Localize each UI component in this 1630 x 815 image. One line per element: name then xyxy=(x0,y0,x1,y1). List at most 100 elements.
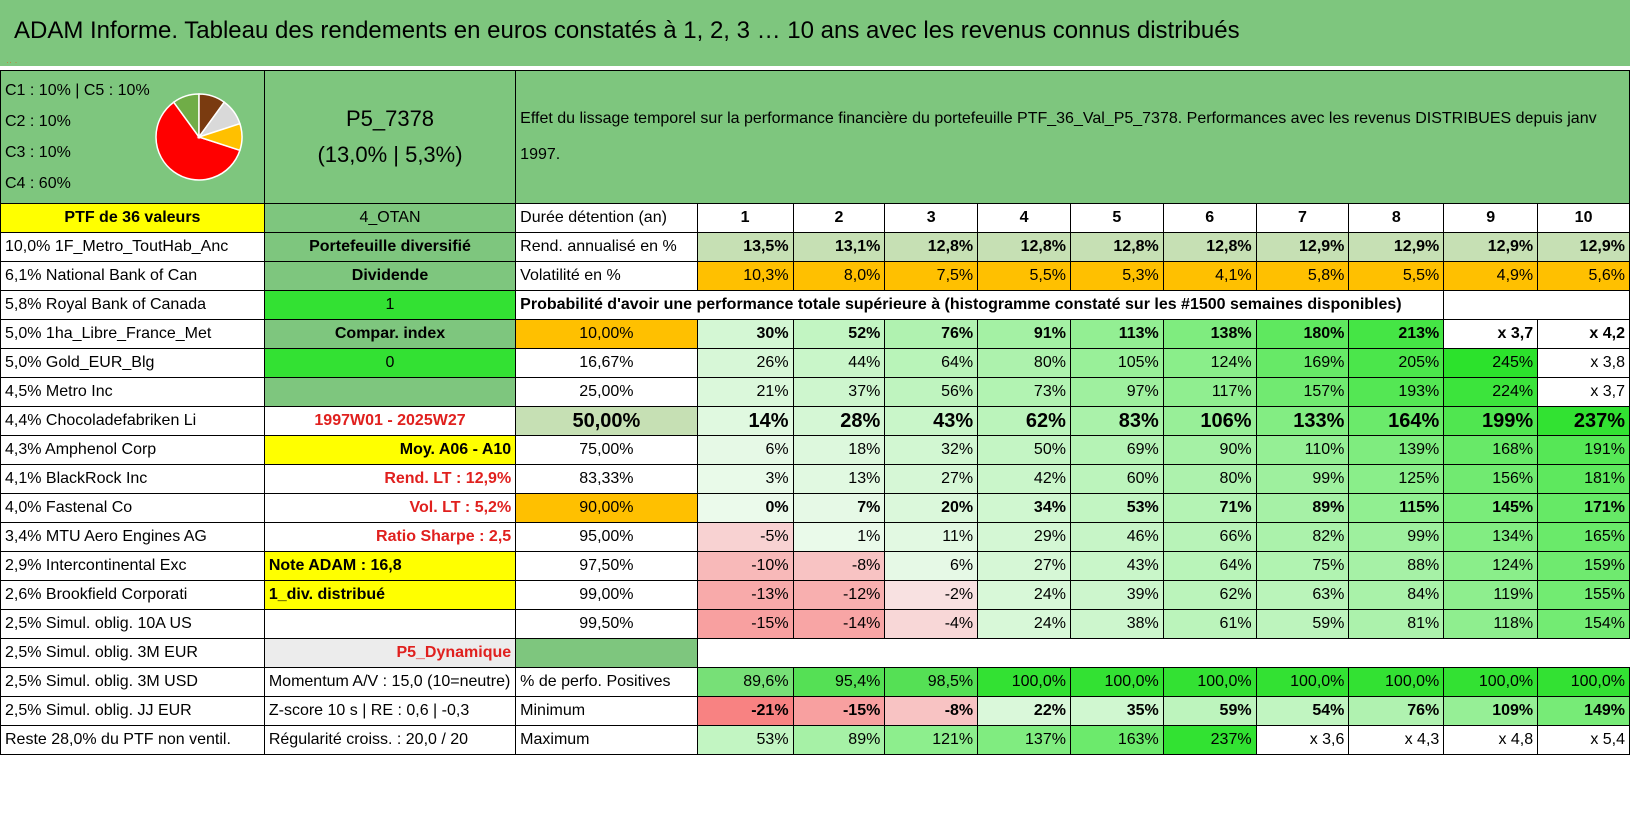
probability-value: 199% xyxy=(1443,406,1539,436)
minimum-value: 59% xyxy=(1162,696,1257,726)
info-zscore: Z-score 10 s | RE : 0,6 | -0,3 xyxy=(263,696,517,726)
info-moy: Moy. A06 - A10 xyxy=(263,435,517,465)
holding-name: 5,8% Royal Bank of Canada xyxy=(0,290,265,320)
prob-title-row: 5,8% Royal Bank of Canada 1 Probabilité d'… xyxy=(0,290,1630,320)
maximum-value: x 5,4 xyxy=(1537,725,1630,755)
probability-value: 191% xyxy=(1537,435,1630,465)
probability-value: -10% xyxy=(696,551,794,581)
holding-name: 4,0% Fastenal Co xyxy=(0,493,265,523)
positives-value: 100,0% xyxy=(1537,667,1630,697)
probability-value: 89% xyxy=(1255,493,1350,523)
rend-value: 12,8% xyxy=(977,232,1071,262)
empty-area xyxy=(697,639,1629,668)
probability-value: 52% xyxy=(792,319,886,349)
holding-name: 2,6% Brookfield Corporati xyxy=(0,580,265,610)
probability-value: 154% xyxy=(1537,609,1630,639)
info-compar: Compar. index xyxy=(263,319,517,349)
holding-name: 10,0% 1F_Metro_ToutHab_Anc xyxy=(0,232,265,262)
holding-name: 4,4% Chocoladefabriken Li xyxy=(0,406,265,436)
maximum-value: 137% xyxy=(977,725,1071,755)
probability-value: 97% xyxy=(1069,377,1164,407)
prob-row: 4,1% BlackRock Inc Rend. LT : 12,9% 83,33%… xyxy=(0,464,1630,494)
probability-value: 124% xyxy=(1443,551,1539,581)
probability-value: 125% xyxy=(1348,464,1445,494)
portfolio-name: P5_7378 xyxy=(345,106,435,131)
probability-threshold: 99,00% xyxy=(515,580,698,610)
info-dynamic: P5_Dynamique xyxy=(263,638,517,668)
probability-value: 83% xyxy=(1069,406,1164,436)
probability-value: 133% xyxy=(1255,406,1350,436)
vol-value: 8,0% xyxy=(792,261,886,291)
decorative-dots: ·· · xyxy=(6,57,18,67)
probability-value: 27% xyxy=(884,464,979,494)
probability-value: 69% xyxy=(1069,435,1164,465)
holding-name: 4,1% BlackRock Inc xyxy=(0,464,265,494)
holding-name: 3,4% MTU Aero Engines AG xyxy=(0,522,265,552)
prob-row: 2,5% Simul. oblig. 10A US 99,50% -15% -14% -… xyxy=(0,609,1630,639)
info-sharpe: Ratio Sharpe : 2,5 xyxy=(263,522,517,552)
probability-threshold: 97,50% xyxy=(515,551,698,581)
info-empty2 xyxy=(263,609,517,639)
probability-value: 63% xyxy=(1255,580,1350,610)
maximum-value: 121% xyxy=(884,725,979,755)
probability-value: 18% xyxy=(792,435,886,465)
probability-value: 99% xyxy=(1348,522,1445,552)
probability-value: 27% xyxy=(977,551,1071,581)
positives-value: 100,0% xyxy=(1443,667,1539,697)
probability-value: 62% xyxy=(977,406,1071,436)
description-text: Effet du lissage temporel sur la perform… xyxy=(520,110,1597,163)
probability-value: 115% xyxy=(1348,493,1445,523)
positives-value: 100,0% xyxy=(1348,667,1445,697)
probability-value: 32% xyxy=(884,435,979,465)
probability-value: 1% xyxy=(792,522,886,552)
probability-threshold: 16,67% xyxy=(515,348,698,378)
holding-name: 2,9% Intercontinental Exc xyxy=(0,551,265,581)
probability-value: 71% xyxy=(1162,493,1257,523)
vol-value: 7,5% xyxy=(884,261,979,291)
probability-value: -2% xyxy=(884,580,979,610)
rend-value: 12,9% xyxy=(1255,232,1350,262)
year-header: 6 xyxy=(1162,203,1257,233)
legend-line: C4 : 60% xyxy=(5,175,71,192)
probability-value: 6% xyxy=(696,435,794,465)
year-header: 4 xyxy=(977,203,1071,233)
maximum-value: x 4,8 xyxy=(1443,725,1539,755)
probability-value: 81% xyxy=(1348,609,1445,639)
probability-value: 53% xyxy=(1069,493,1164,523)
minimum-value: 76% xyxy=(1348,696,1445,726)
probability-value: 165% xyxy=(1537,522,1630,552)
holding-name: 6,1% National Bank of Can xyxy=(0,261,265,291)
holding-name: 2,5% Simul. oblig. 10A US xyxy=(0,609,265,639)
rend-value: 12,9% xyxy=(1348,232,1445,262)
probability-value: -4% xyxy=(884,609,979,639)
probability-value: 24% xyxy=(977,609,1071,639)
probability-value: 193% xyxy=(1348,377,1445,407)
info-zero: 0 xyxy=(263,348,517,378)
prob-row: 3,4% MTU Aero Engines AG Ratio Sharpe : 2… xyxy=(0,522,1630,552)
prob-row: 4,5% Metro Inc 25,00% 21% 37% 56% 73% 97% 117% 1… xyxy=(0,377,1630,407)
probability-value: 164% xyxy=(1348,406,1445,436)
info-empty xyxy=(263,377,517,407)
page-title: ADAM Informe. Tableau des rendements en … xyxy=(14,17,1240,44)
probability-value: 6% xyxy=(884,551,979,581)
probability-value: 44% xyxy=(792,348,886,378)
probability-value: 28% xyxy=(792,406,886,436)
holding-name: 5,0% Gold_EUR_Blg xyxy=(0,348,265,378)
ptf-label: PTF de 36 valeurs xyxy=(0,203,265,233)
duration-row: PTF de 36 valeurs 4_OTAN Durée détention (… xyxy=(0,203,1630,233)
probability-value: -12% xyxy=(792,580,886,610)
minimum-value: -8% xyxy=(884,696,979,726)
probability-value: 37% xyxy=(792,377,886,407)
holding-name: 2,5% Simul. oblig. 3M USD xyxy=(0,667,265,697)
info-regularite: Régularité croiss. : 20,0 / 20 xyxy=(263,725,517,755)
rend-value: 12,8% xyxy=(884,232,979,262)
holding-name: 4,3% Amphenol Corp xyxy=(0,435,265,465)
prob-row: 2,6% Brookfield Corporati 1_div. distribu… xyxy=(0,580,1630,610)
positives-value: 95,4% xyxy=(792,667,886,697)
probability-threshold: 25,00% xyxy=(515,377,698,407)
maximum-value: x 4,3 xyxy=(1348,725,1445,755)
probability-value: 61% xyxy=(1162,609,1257,639)
minimum-value: -15% xyxy=(792,696,886,726)
probability-value: 118% xyxy=(1443,609,1539,639)
prob-row: 4,3% Amphenol Corp Moy. A06 - A10 75,00% 6%… xyxy=(0,435,1630,465)
